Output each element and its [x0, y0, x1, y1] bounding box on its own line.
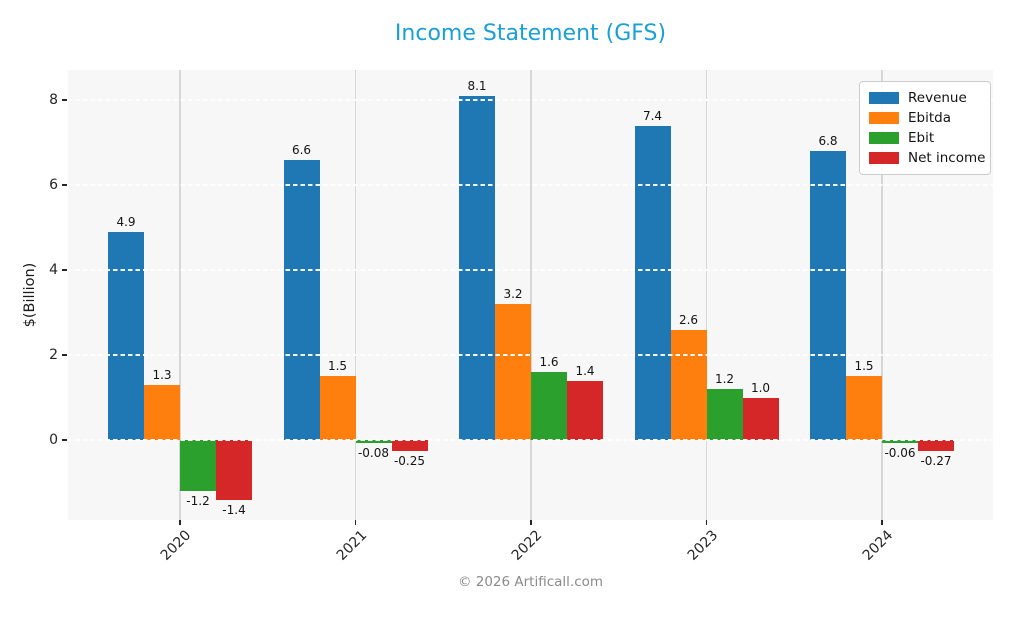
- horizontal-gridline: [68, 269, 993, 271]
- y-axis-tick-label: 8: [49, 92, 58, 108]
- vertical-gridline: [881, 70, 883, 520]
- bar-ebitda: [319, 376, 356, 440]
- x-axis-tick: [881, 520, 883, 525]
- legend-swatch-ebitda: [869, 112, 899, 124]
- x-axis-tick: [705, 520, 708, 525]
- x-axis-tick-label: 2020: [158, 527, 195, 564]
- bar-ebit: [180, 440, 216, 491]
- bar-value-label: -1.4: [222, 502, 246, 517]
- bar-ebit: [706, 389, 743, 440]
- vertical-gridline: [354, 70, 357, 520]
- bar-revenue: [810, 151, 846, 440]
- bar-value-label: -1.2: [186, 494, 210, 508]
- bar-net-income: [567, 380, 603, 440]
- bar-value-label: -0.25: [393, 453, 426, 468]
- y-axis-tick: [62, 354, 67, 356]
- bar-value-label: 1.3: [152, 367, 172, 382]
- footer-credit: © 2026 Artificall.com: [457, 574, 604, 590]
- bar-value-label: 8.1: [467, 78, 487, 93]
- x-axis-tick-label: 2022: [509, 527, 546, 564]
- bar-revenue: [634, 125, 671, 440]
- bar-net-income: [918, 440, 954, 452]
- horizontal-gridline: [68, 99, 993, 101]
- bar-revenue: [459, 95, 495, 440]
- bar-revenue: [283, 159, 320, 440]
- bar-ebit: [531, 372, 567, 440]
- bar-value-label: 7.4: [642, 108, 663, 123]
- legend-item-net-income: Net income: [869, 148, 985, 168]
- vertical-gridline: [530, 70, 532, 520]
- y-axis-tick-label: 4: [49, 262, 58, 278]
- legend-label-ebitda: Ebitda: [908, 110, 951, 126]
- bar-value-label: 4.9: [116, 214, 136, 229]
- legend-label-net-income: Net income: [908, 150, 986, 166]
- bar-ebitda: [846, 376, 882, 440]
- bar-ebit: [355, 440, 392, 444]
- bar-net-income: [216, 440, 252, 500]
- x-axis-tick-label: 2024: [860, 527, 897, 564]
- bar-value-label: 6.8: [818, 134, 838, 148]
- bar-value-label: -0.27: [920, 454, 952, 469]
- vertical-gridline: [705, 70, 708, 520]
- y-axis-tick: [62, 99, 67, 101]
- bar-ebitda: [495, 304, 531, 440]
- x-axis-tick: [179, 520, 181, 525]
- bar-value-label: 1.5: [327, 359, 348, 374]
- bar-value-label: 3.2: [503, 287, 523, 301]
- y-axis-tick-label: 0: [49, 432, 58, 448]
- legend-item-ebit: Ebit: [869, 128, 981, 148]
- y-axis-tick: [62, 439, 67, 441]
- bar-revenue: [108, 231, 144, 440]
- bar-value-label: 1.6: [539, 355, 559, 369]
- chart-title: Income Statement (GFS): [394, 21, 667, 46]
- bar-value-label: 1.5: [854, 359, 874, 374]
- legend-swatch-revenue: [869, 92, 899, 104]
- bar-value-label: 1.2: [714, 372, 735, 386]
- legend-item-revenue: Revenue: [869, 88, 981, 108]
- horizontal-gridline: [68, 184, 993, 186]
- y-axis-tick: [62, 269, 67, 271]
- y-axis-tick-label: 6: [49, 177, 58, 193]
- legend-label-revenue: Revenue: [908, 90, 967, 106]
- bar-value-label: 6.6: [291, 142, 312, 157]
- y-axis-tick: [62, 184, 67, 186]
- bar-net-income: [742, 397, 779, 440]
- bar-value-label: -0.08: [357, 446, 390, 461]
- bar-ebitda: [670, 329, 707, 440]
- horizontal-gridline: [68, 354, 993, 356]
- bar-ebit: [882, 440, 918, 443]
- x-axis-tick: [354, 520, 357, 525]
- bar-value-label: 1.0: [750, 380, 771, 395]
- legend-item-ebitda: Ebitda: [869, 108, 981, 128]
- vertical-gridline: [179, 70, 181, 520]
- bar-value-label: 1.4: [575, 363, 595, 378]
- plot-area: 2020 2021 2022 2023 2024 0 2 4 6 8 4.9 6.6 8.1 7.4 6.8…: [49, 70, 993, 564]
- bar-value-label: -0.06: [884, 445, 916, 460]
- x-axis-tick: [530, 520, 532, 525]
- bar-value-label: 2.6: [678, 312, 699, 327]
- legend-swatch-ebit: [869, 132, 899, 144]
- bar-ebitda: [144, 384, 180, 440]
- horizontal-gridline: [68, 439, 993, 441]
- x-axis-tick-label: 2021: [333, 527, 371, 564]
- legend-swatch-net-income: [869, 152, 899, 164]
- x-axis-tick-label: 2023: [684, 527, 722, 564]
- y-axis-tick-label: 2: [49, 347, 58, 363]
- legend: Revenue Ebitda Ebit Net income: [859, 81, 991, 175]
- legend-label-ebit: Ebit: [908, 130, 935, 146]
- bar-net-income: [391, 440, 428, 451]
